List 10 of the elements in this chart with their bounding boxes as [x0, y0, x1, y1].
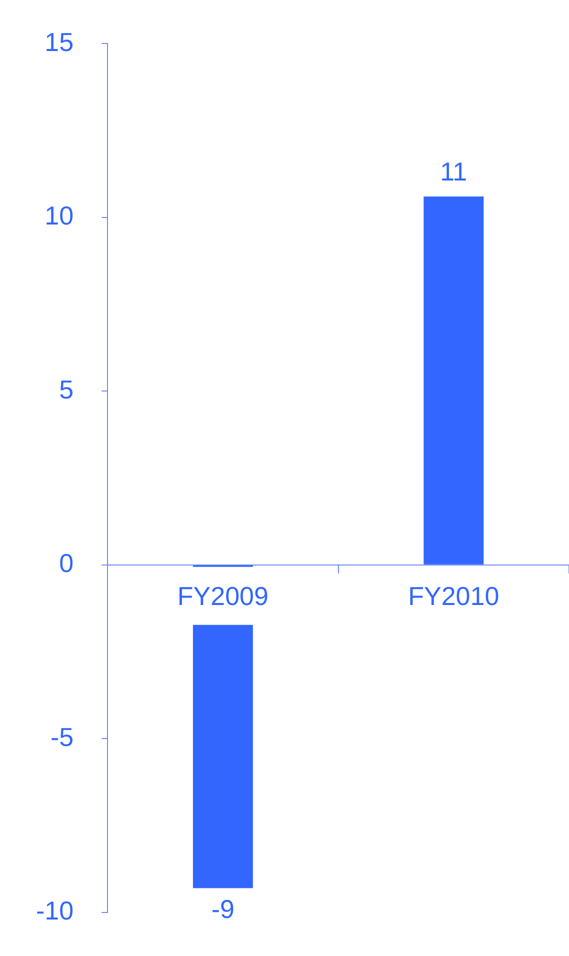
y-tick-label: 5 [59, 374, 74, 404]
data-label: -9 [211, 894, 234, 924]
y-tick-label: -5 [50, 722, 74, 752]
y-tick-label: -10 [36, 896, 74, 926]
x-tick-label: FY2009 [177, 581, 268, 612]
data-label: 11 [440, 156, 468, 187]
y-tick-label: 15 [44, 26, 74, 57]
x-tick-label: FY2010 [408, 581, 500, 612]
y-tick-label: 10 [44, 200, 74, 231]
y-tick-label: 0 [59, 548, 74, 578]
